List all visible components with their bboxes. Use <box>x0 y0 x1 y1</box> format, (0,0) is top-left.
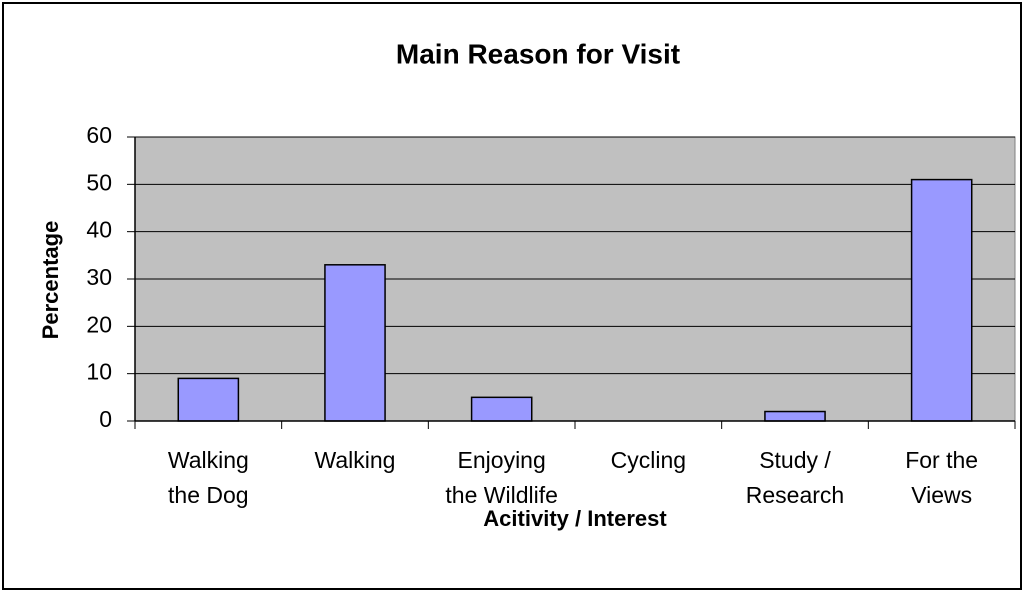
chart-title: Main Reason for Visit <box>396 38 680 69</box>
x-tick-label: Enjoying the Wildlife <box>445 447 558 508</box>
y-tick-label: 10 <box>86 359 112 385</box>
x-tick-label: Walking the Dog <box>167 447 249 508</box>
y-tick-label: 60 <box>86 122 112 148</box>
x-tick-label: Cycling <box>610 447 687 473</box>
bar <box>177 377 240 422</box>
x-tick-label: Study / Research <box>745 447 845 508</box>
y-tick-label: 30 <box>86 264 112 290</box>
bar <box>910 178 973 422</box>
x-tick-label: Walking <box>314 447 396 473</box>
y-tick-label: 0 <box>99 406 112 432</box>
x-tick-label: For the Views <box>905 447 979 508</box>
bar <box>764 410 826 422</box>
bar <box>470 396 533 422</box>
x-axis-title: Acitivity / Interest <box>483 506 667 531</box>
y-tick-label: 40 <box>86 217 112 243</box>
bar <box>324 264 386 422</box>
y-tick-label: 50 <box>86 169 112 195</box>
y-axis-title: Percentage <box>38 221 63 340</box>
y-tick-label: 20 <box>86 311 112 337</box>
